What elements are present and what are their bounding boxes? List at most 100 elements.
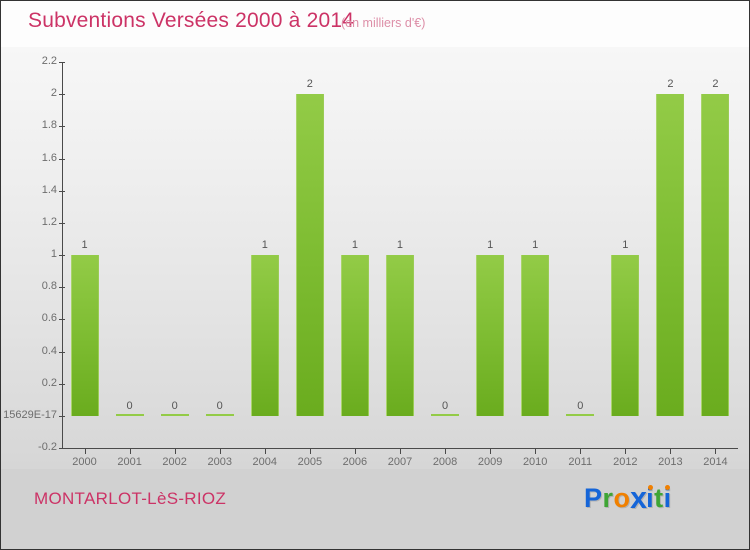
bar-value-label: 1 <box>532 239 539 251</box>
bar-value-label: 1 <box>261 239 268 251</box>
y-axis-tick <box>59 351 65 353</box>
bar[interactable] <box>250 255 279 416</box>
x-axis-tick <box>715 448 716 454</box>
logo-letter-r: r <box>602 483 614 513</box>
y-axis-tick-label: 2 <box>50 87 57 100</box>
x-axis-tick-label: 2002 <box>162 456 187 468</box>
x-axis-tick <box>580 448 581 454</box>
x-axis-tick-label: 2013 <box>658 456 683 468</box>
x-axis-tick <box>535 448 536 454</box>
x-axis-tick-label: 2001 <box>117 456 142 468</box>
x-axis-tick-label: 2011 <box>568 456 593 468</box>
bar[interactable] <box>656 94 685 416</box>
chart-units-subtitle: (en milliers d'€) <box>341 16 426 30</box>
commune-name: MONTARLOT-LèS-RIOZ <box>34 489 227 508</box>
bar[interactable] <box>611 255 640 416</box>
page-title: Subventions Versées 2000 à 2014 <box>28 9 355 32</box>
x-axis-tick-label: 2009 <box>477 456 503 468</box>
y-axis-tick <box>59 287 65 289</box>
y-axis-tick <box>59 222 65 224</box>
x-axis-tick-label: 2007 <box>387 456 413 468</box>
x-axis-tick <box>265 448 266 454</box>
bar-value-label: 1 <box>81 239 88 251</box>
x-axis-tick-label: 2008 <box>432 456 458 468</box>
y-axis-tick-label: 1.8 <box>41 119 57 132</box>
y-axis-tick <box>59 158 65 160</box>
x-axis-tick <box>355 448 356 454</box>
bar-value-label: 2 <box>306 78 313 91</box>
y-axis-tick <box>59 319 65 321</box>
x-axis-tick-label: 2006 <box>342 456 368 468</box>
y-axis-tick <box>59 94 65 96</box>
y-axis-tick <box>59 255 65 256</box>
bar[interactable] <box>295 94 324 416</box>
y-axis-tick <box>59 415 65 417</box>
bar[interactable] <box>70 255 99 416</box>
y-axis-tick-label: 0.2 <box>41 376 57 389</box>
x-axis-tick-label: 2004 <box>252 456 278 468</box>
y-axis-tick <box>59 126 65 128</box>
logo-letter-i: i <box>663 483 672 513</box>
bar-value-label: 2 <box>667 78 674 91</box>
y-axis-tick <box>59 383 65 385</box>
y-axis-tick <box>59 448 65 449</box>
y-axis-tick-label: 1.6 <box>41 151 57 164</box>
bar[interactable] <box>340 255 369 416</box>
bar-value-label: 1 <box>351 239 358 251</box>
bar-value-label: 1 <box>622 239 629 251</box>
bar[interactable] <box>566 413 595 416</box>
x-axis-tick <box>85 448 86 454</box>
plot-area: 2.2 2 1.8 1.6 1.4 1.2 1 0.8 0.6 0.4 0.2 15629E-17 -0… <box>1 47 749 469</box>
x-axis-tick-label: 2000 <box>72 456 97 468</box>
bar-value-label: 0 <box>171 399 178 412</box>
proxiti-logo[interactable]: Proxiti <box>584 481 672 515</box>
bar[interactable] <box>386 255 414 416</box>
x-axis-tick <box>670 448 671 454</box>
y-axis-tick <box>59 62 65 63</box>
bar[interactable] <box>521 255 550 416</box>
logo-letter-o: o <box>613 483 631 513</box>
chart-header: Subventions Versées 2000 à 2014 (en mill… <box>1 1 749 47</box>
x-axis-tick <box>400 448 401 454</box>
bar[interactable] <box>476 255 505 416</box>
y-axis-tick-label: 1.2 <box>41 215 57 228</box>
y-axis-tick <box>59 190 65 192</box>
x-axis-tick-label: 2014 <box>703 456 728 468</box>
bar[interactable] <box>205 413 234 416</box>
x-axis-tick <box>220 448 221 454</box>
y-axis-tick-label: 15629E-17 <box>3 408 57 421</box>
y-axis-tick-label: 1 <box>50 248 57 260</box>
bar-value-label: 2 <box>712 78 719 91</box>
x-axis-tick <box>445 448 446 454</box>
logo-letter-t: t <box>654 483 664 513</box>
chart-footer: MONTARLOT-LèS-RIOZ Proxiti <box>1 469 749 549</box>
x-axis-tick <box>490 448 491 454</box>
bar-value-label: 1 <box>396 239 404 251</box>
bar[interactable] <box>115 413 144 416</box>
logo-letter-x: x <box>629 481 647 515</box>
y-axis-tick-label: 1.4 <box>41 183 57 196</box>
x-axis-tick <box>310 448 311 454</box>
bar[interactable] <box>431 413 460 416</box>
bar[interactable] <box>701 94 730 416</box>
logo-letter-P: P <box>584 483 603 513</box>
x-axis-tick <box>625 448 626 454</box>
x-axis-tick-label: 2010 <box>522 456 548 468</box>
bar-value-label: 0 <box>442 399 449 412</box>
bar-value-label: 0 <box>216 399 223 412</box>
y-axis-tick-label: 2.2 <box>41 55 57 67</box>
bar[interactable] <box>160 413 189 416</box>
y-axis-tick-label: 0.6 <box>41 312 57 325</box>
y-axis-tick-label: 0.8 <box>41 280 57 293</box>
bar-value-label: 0 <box>126 399 133 412</box>
x-axis-tick-label: 2012 <box>613 456 638 468</box>
logo-letter-i: i <box>646 483 655 513</box>
bar-value-label: 0 <box>577 399 584 412</box>
x-axis-tick-label: 2003 <box>207 456 232 468</box>
bar-value-label: 1 <box>487 239 494 251</box>
y-axis-tick-label: -0.2 <box>38 441 57 453</box>
x-axis-tick <box>175 448 176 454</box>
x-axis-tick <box>130 448 131 454</box>
x-axis-tick-label: 2005 <box>297 456 323 468</box>
